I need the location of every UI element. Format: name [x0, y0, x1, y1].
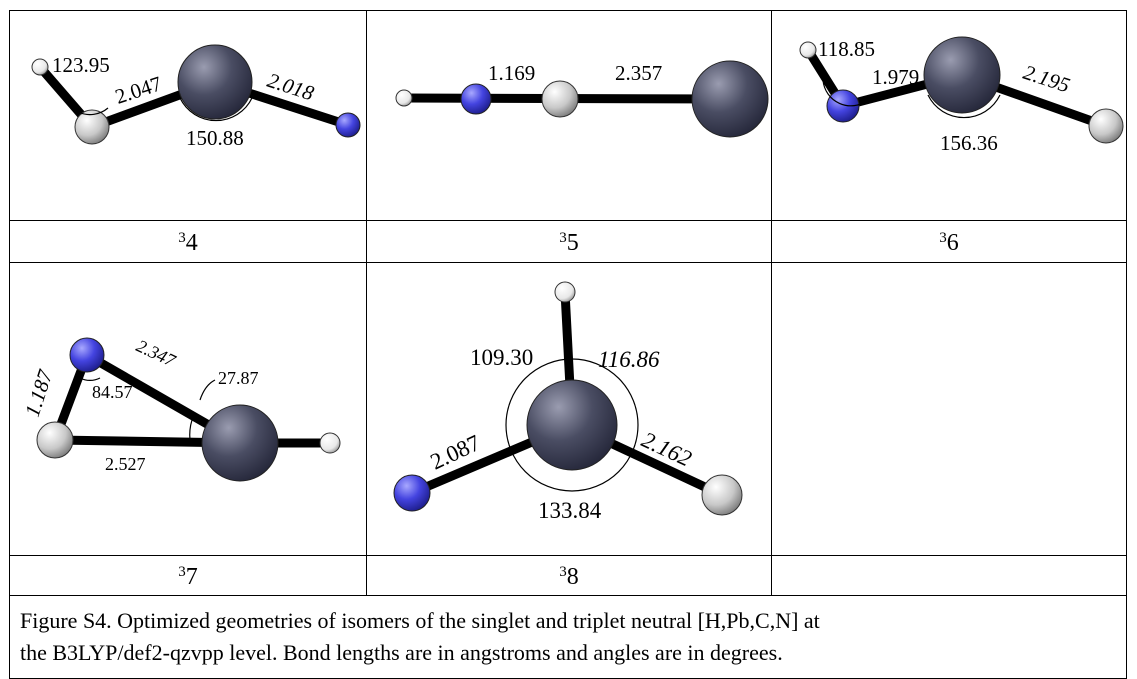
isomer-label: 35: [559, 230, 579, 256]
label-sup: 3: [178, 230, 186, 246]
molecule: [37, 338, 340, 481]
bond-length: 2.357: [615, 61, 662, 85]
label-num: 4: [186, 230, 198, 256]
figure: 123.95 2.047 2.018 150.88 1.169 2.357 11…: [0, 0, 1137, 679]
label-sup: 3: [559, 230, 567, 246]
bond-length: 1.187: [20, 366, 58, 420]
angle-label: 123.95: [52, 53, 110, 77]
angle-label: 133.84: [538, 498, 602, 523]
isomer-label: 34: [178, 230, 198, 256]
angle-label: 27.87: [218, 368, 259, 388]
angle-label: 109.30: [470, 345, 533, 370]
angle-label: 150.88: [186, 126, 244, 150]
label-sup: 3: [939, 230, 947, 246]
bond-length: 2.195: [1020, 60, 1072, 97]
label-num: 8: [567, 564, 579, 590]
label-sup: 3: [559, 564, 567, 580]
label-sup: 3: [178, 564, 186, 580]
bond-length: 2.527: [105, 454, 146, 474]
angle-label: 84.57: [92, 382, 133, 402]
bond-length: 1.169: [488, 61, 535, 85]
isomer-label: 38: [559, 564, 579, 590]
caption: the B3LYP/def2-qzvpp level. Bond lengths…: [20, 640, 783, 665]
label-num: 5: [567, 230, 579, 256]
isomer-label: 37: [178, 564, 198, 590]
label-num: 6: [947, 230, 959, 256]
angle-label: 118.85: [818, 37, 875, 61]
bond-length: 2.347: [133, 335, 179, 371]
molecule: [396, 61, 768, 137]
angle-label: 156.36: [940, 131, 998, 155]
label-num: 7: [186, 564, 198, 590]
bond-length: 1.979: [872, 65, 919, 89]
isomer-label: 36: [939, 230, 959, 256]
angle-label: 116.86: [598, 347, 660, 372]
caption: Figure S4. Optimized geometries of isome…: [20, 608, 820, 633]
molecule: [394, 282, 742, 515]
